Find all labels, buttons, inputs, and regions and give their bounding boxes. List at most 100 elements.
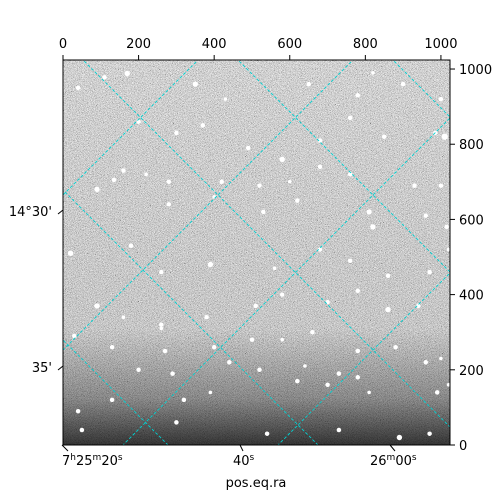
top-tick-label: 200: [126, 37, 151, 52]
star: [370, 224, 376, 230]
star: [159, 326, 164, 331]
star: [438, 96, 444, 102]
top-tick-label: 800: [353, 37, 378, 52]
star: [272, 266, 277, 271]
star: [94, 186, 100, 192]
ra-grid-line: [122, 117, 450, 445]
star: [396, 434, 403, 441]
star: [295, 378, 300, 384]
star: [75, 408, 81, 414]
star: [109, 397, 115, 403]
star: [317, 164, 323, 170]
star: [124, 70, 130, 77]
star: [317, 247, 323, 252]
star: [159, 322, 164, 327]
stars-layer: [67, 70, 450, 441]
right-tick-label: 600: [459, 213, 484, 228]
right-tick-label: 800: [459, 138, 484, 153]
x-axis-title: pos.eq.ra: [226, 476, 287, 491]
star: [200, 123, 206, 128]
ra-grid-line: [63, 60, 354, 351]
sky-image: [63, 60, 450, 445]
star: [295, 198, 300, 203]
top-tick-label: 400: [202, 37, 227, 52]
star: [423, 360, 429, 365]
star: [192, 81, 198, 87]
star: [423, 213, 429, 218]
dec-grid-line: [82, 60, 450, 428]
star: [264, 431, 270, 436]
star: [159, 269, 164, 275]
top-tick-label: 600: [277, 37, 302, 52]
top-tick-label: 1000: [424, 37, 457, 52]
ra-axis: 7h25m20s 40s 26m00s 7h25m20s 40s 26m00s: [61, 444, 417, 469]
star: [336, 371, 342, 376]
star: [303, 364, 307, 368]
star: [121, 315, 126, 320]
dec-axis: 14°30' 35': [9, 205, 64, 376]
star: [371, 71, 375, 75]
top-pixel-axis: 0 200 400 600 800 1000: [59, 37, 457, 60]
star: [306, 81, 311, 87]
star: [385, 273, 391, 279]
star: [381, 134, 387, 139]
right-tick-label: 0: [459, 439, 467, 454]
top-tick-label: 0: [59, 37, 67, 52]
star: [75, 85, 81, 91]
star: [280, 337, 285, 342]
star: [347, 172, 353, 177]
star: [347, 258, 353, 264]
star: [207, 261, 214, 268]
right-tick-label: 400: [459, 289, 484, 304]
star: [111, 177, 117, 183]
star: [121, 168, 126, 173]
coordinate-grid: [63, 60, 450, 445]
star: [288, 180, 292, 184]
star: [166, 202, 172, 207]
star: [79, 427, 85, 433]
right-tick-label: 200: [459, 364, 484, 379]
star: [94, 303, 100, 309]
star: [416, 303, 421, 309]
star: [136, 119, 141, 124]
star: [144, 172, 148, 177]
star: [219, 179, 224, 185]
plot-frame: [62, 59, 451, 446]
star: [441, 133, 448, 140]
star: [261, 209, 266, 215]
star: [257, 367, 262, 373]
star: [434, 390, 440, 395]
star: [279, 292, 285, 297]
star: [72, 333, 77, 339]
star: [427, 431, 432, 436]
star: [444, 224, 449, 230]
ra-tick-label: 40s: [233, 453, 255, 469]
star: [208, 390, 213, 395]
star: [174, 130, 179, 136]
star: [227, 360, 232, 365]
star: [67, 250, 74, 256]
star: [366, 209, 372, 215]
star: [249, 337, 255, 342]
star: [128, 243, 134, 248]
star: [325, 382, 330, 388]
star: [257, 183, 262, 188]
star: [102, 75, 107, 80]
star: [279, 156, 285, 162]
star: [310, 329, 315, 335]
star: [174, 420, 179, 425]
star: [245, 145, 251, 151]
star: [166, 179, 172, 185]
right-tick-label: 1000: [459, 63, 492, 78]
ra-tick-label: 26m00s: [370, 453, 417, 469]
ra-tick-label: 7h25m20s: [62, 453, 123, 469]
star: [317, 138, 323, 143]
dec-grid-line: [63, 189, 319, 445]
dec-tick-label-0: 14°30': [9, 205, 52, 220]
star: [439, 356, 443, 361]
star: [438, 183, 444, 188]
right-pixel-axis: 0 200 400 600 800 1000: [450, 63, 492, 454]
star: [162, 348, 168, 354]
star: [181, 397, 187, 403]
